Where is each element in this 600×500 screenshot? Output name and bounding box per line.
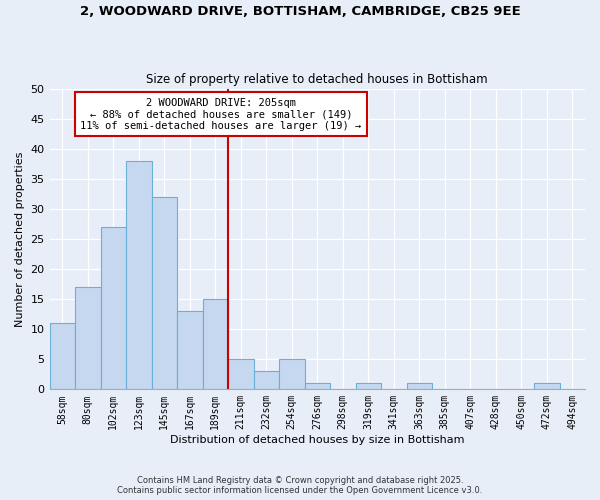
Bar <box>152 197 177 390</box>
X-axis label: Distribution of detached houses by size in Bottisham: Distribution of detached houses by size … <box>170 435 464 445</box>
Bar <box>75 287 101 390</box>
Bar <box>228 360 254 390</box>
Bar <box>177 311 203 390</box>
Text: 2 WOODWARD DRIVE: 205sqm
← 88% of detached houses are smaller (149)
11% of semi-: 2 WOODWARD DRIVE: 205sqm ← 88% of detach… <box>80 98 362 131</box>
Title: Size of property relative to detached houses in Bottisham: Size of property relative to detached ho… <box>146 73 488 86</box>
Bar <box>305 384 330 390</box>
Text: 2, WOODWARD DRIVE, BOTTISHAM, CAMBRIDGE, CB25 9EE: 2, WOODWARD DRIVE, BOTTISHAM, CAMBRIDGE,… <box>80 5 520 18</box>
Bar <box>254 372 279 390</box>
Bar <box>356 384 381 390</box>
Y-axis label: Number of detached properties: Number of detached properties <box>15 152 25 326</box>
Bar <box>50 323 75 390</box>
Bar <box>126 160 152 390</box>
Bar <box>279 360 305 390</box>
Bar <box>101 227 126 390</box>
Bar <box>534 384 560 390</box>
Bar <box>407 384 432 390</box>
Bar <box>203 299 228 390</box>
Text: Contains HM Land Registry data © Crown copyright and database right 2025.
Contai: Contains HM Land Registry data © Crown c… <box>118 476 482 495</box>
